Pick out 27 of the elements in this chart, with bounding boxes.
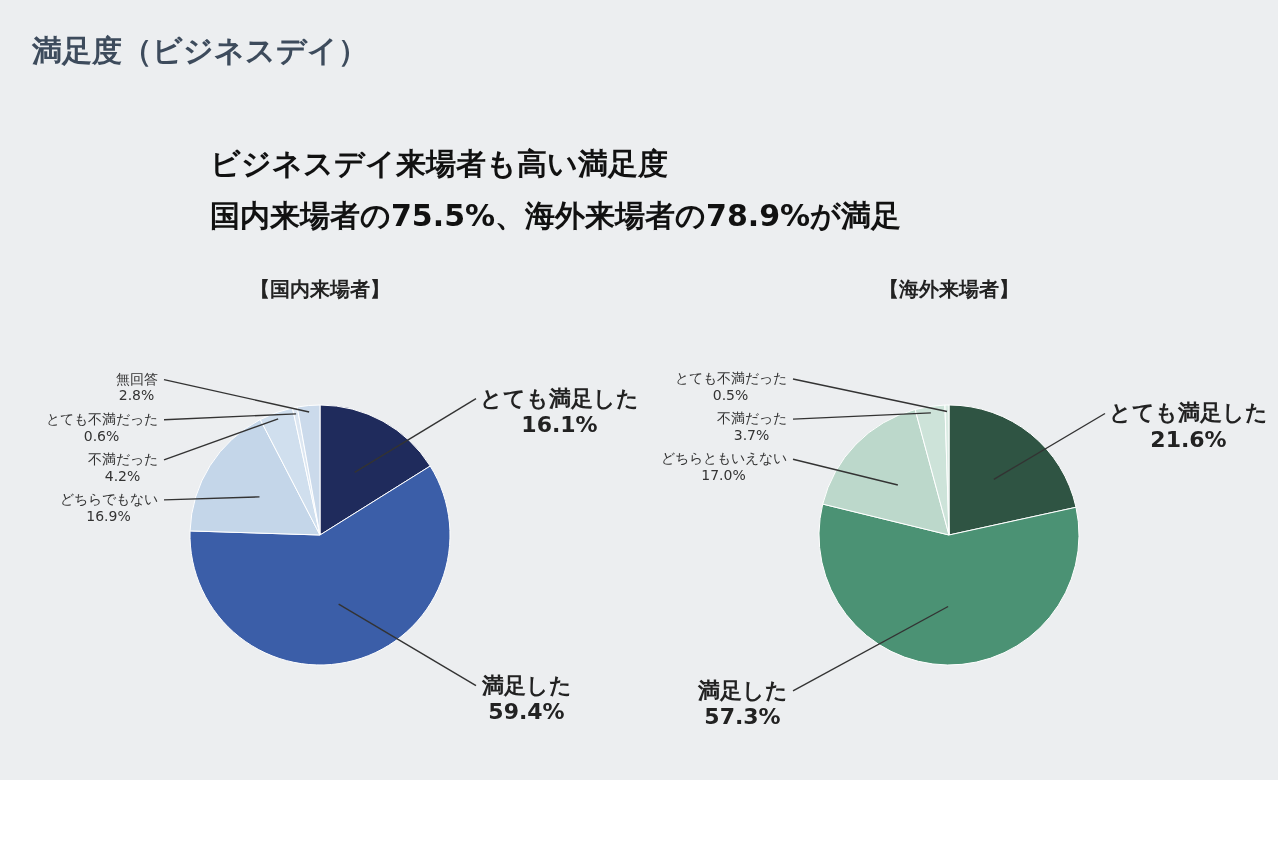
slice-label: 満足した (480, 672, 572, 698)
slice-label: 無回答 (115, 370, 158, 387)
text: 国内来場者の75.5%、海外来場者の78.9%が満足 (210, 198, 902, 233)
slice-label: とても満足した (1109, 400, 1268, 426)
slice-label: どちらともいえない (660, 450, 787, 467)
data-label: 4.2% (104, 467, 141, 484)
data-label: 0.5% (712, 386, 749, 403)
data-label: 57.3% (704, 704, 781, 730)
slice-label: とても不満だった (674, 370, 787, 387)
slice-label: 満足した (696, 677, 788, 703)
data-label: 3.7% (733, 426, 770, 443)
data-label: 2.8% (118, 387, 155, 404)
slice-label: どちらでもない (59, 490, 158, 507)
text: ビジネスデイ来場者も高い満足度 (210, 146, 668, 181)
chart-title: 【国内来場者】 (250, 277, 390, 301)
data-label: 16.1% (521, 411, 598, 437)
slice-label: とても不満だった (45, 410, 158, 427)
slice-label: 不満だった (716, 410, 787, 427)
data-label: 17.0% (701, 467, 746, 484)
data-label: 21.6% (1150, 426, 1227, 452)
data-label: 0.6% (83, 427, 120, 444)
data-label: 16.9% (86, 507, 131, 524)
slice-label: とても満足した (480, 385, 639, 411)
chart-title: 【海外来場者】 (879, 277, 1019, 301)
data-label: 59.4% (488, 699, 565, 724)
text: 満足度（ビジネスデイ） (31, 33, 368, 68)
slice-label: 不満だった (87, 450, 158, 467)
